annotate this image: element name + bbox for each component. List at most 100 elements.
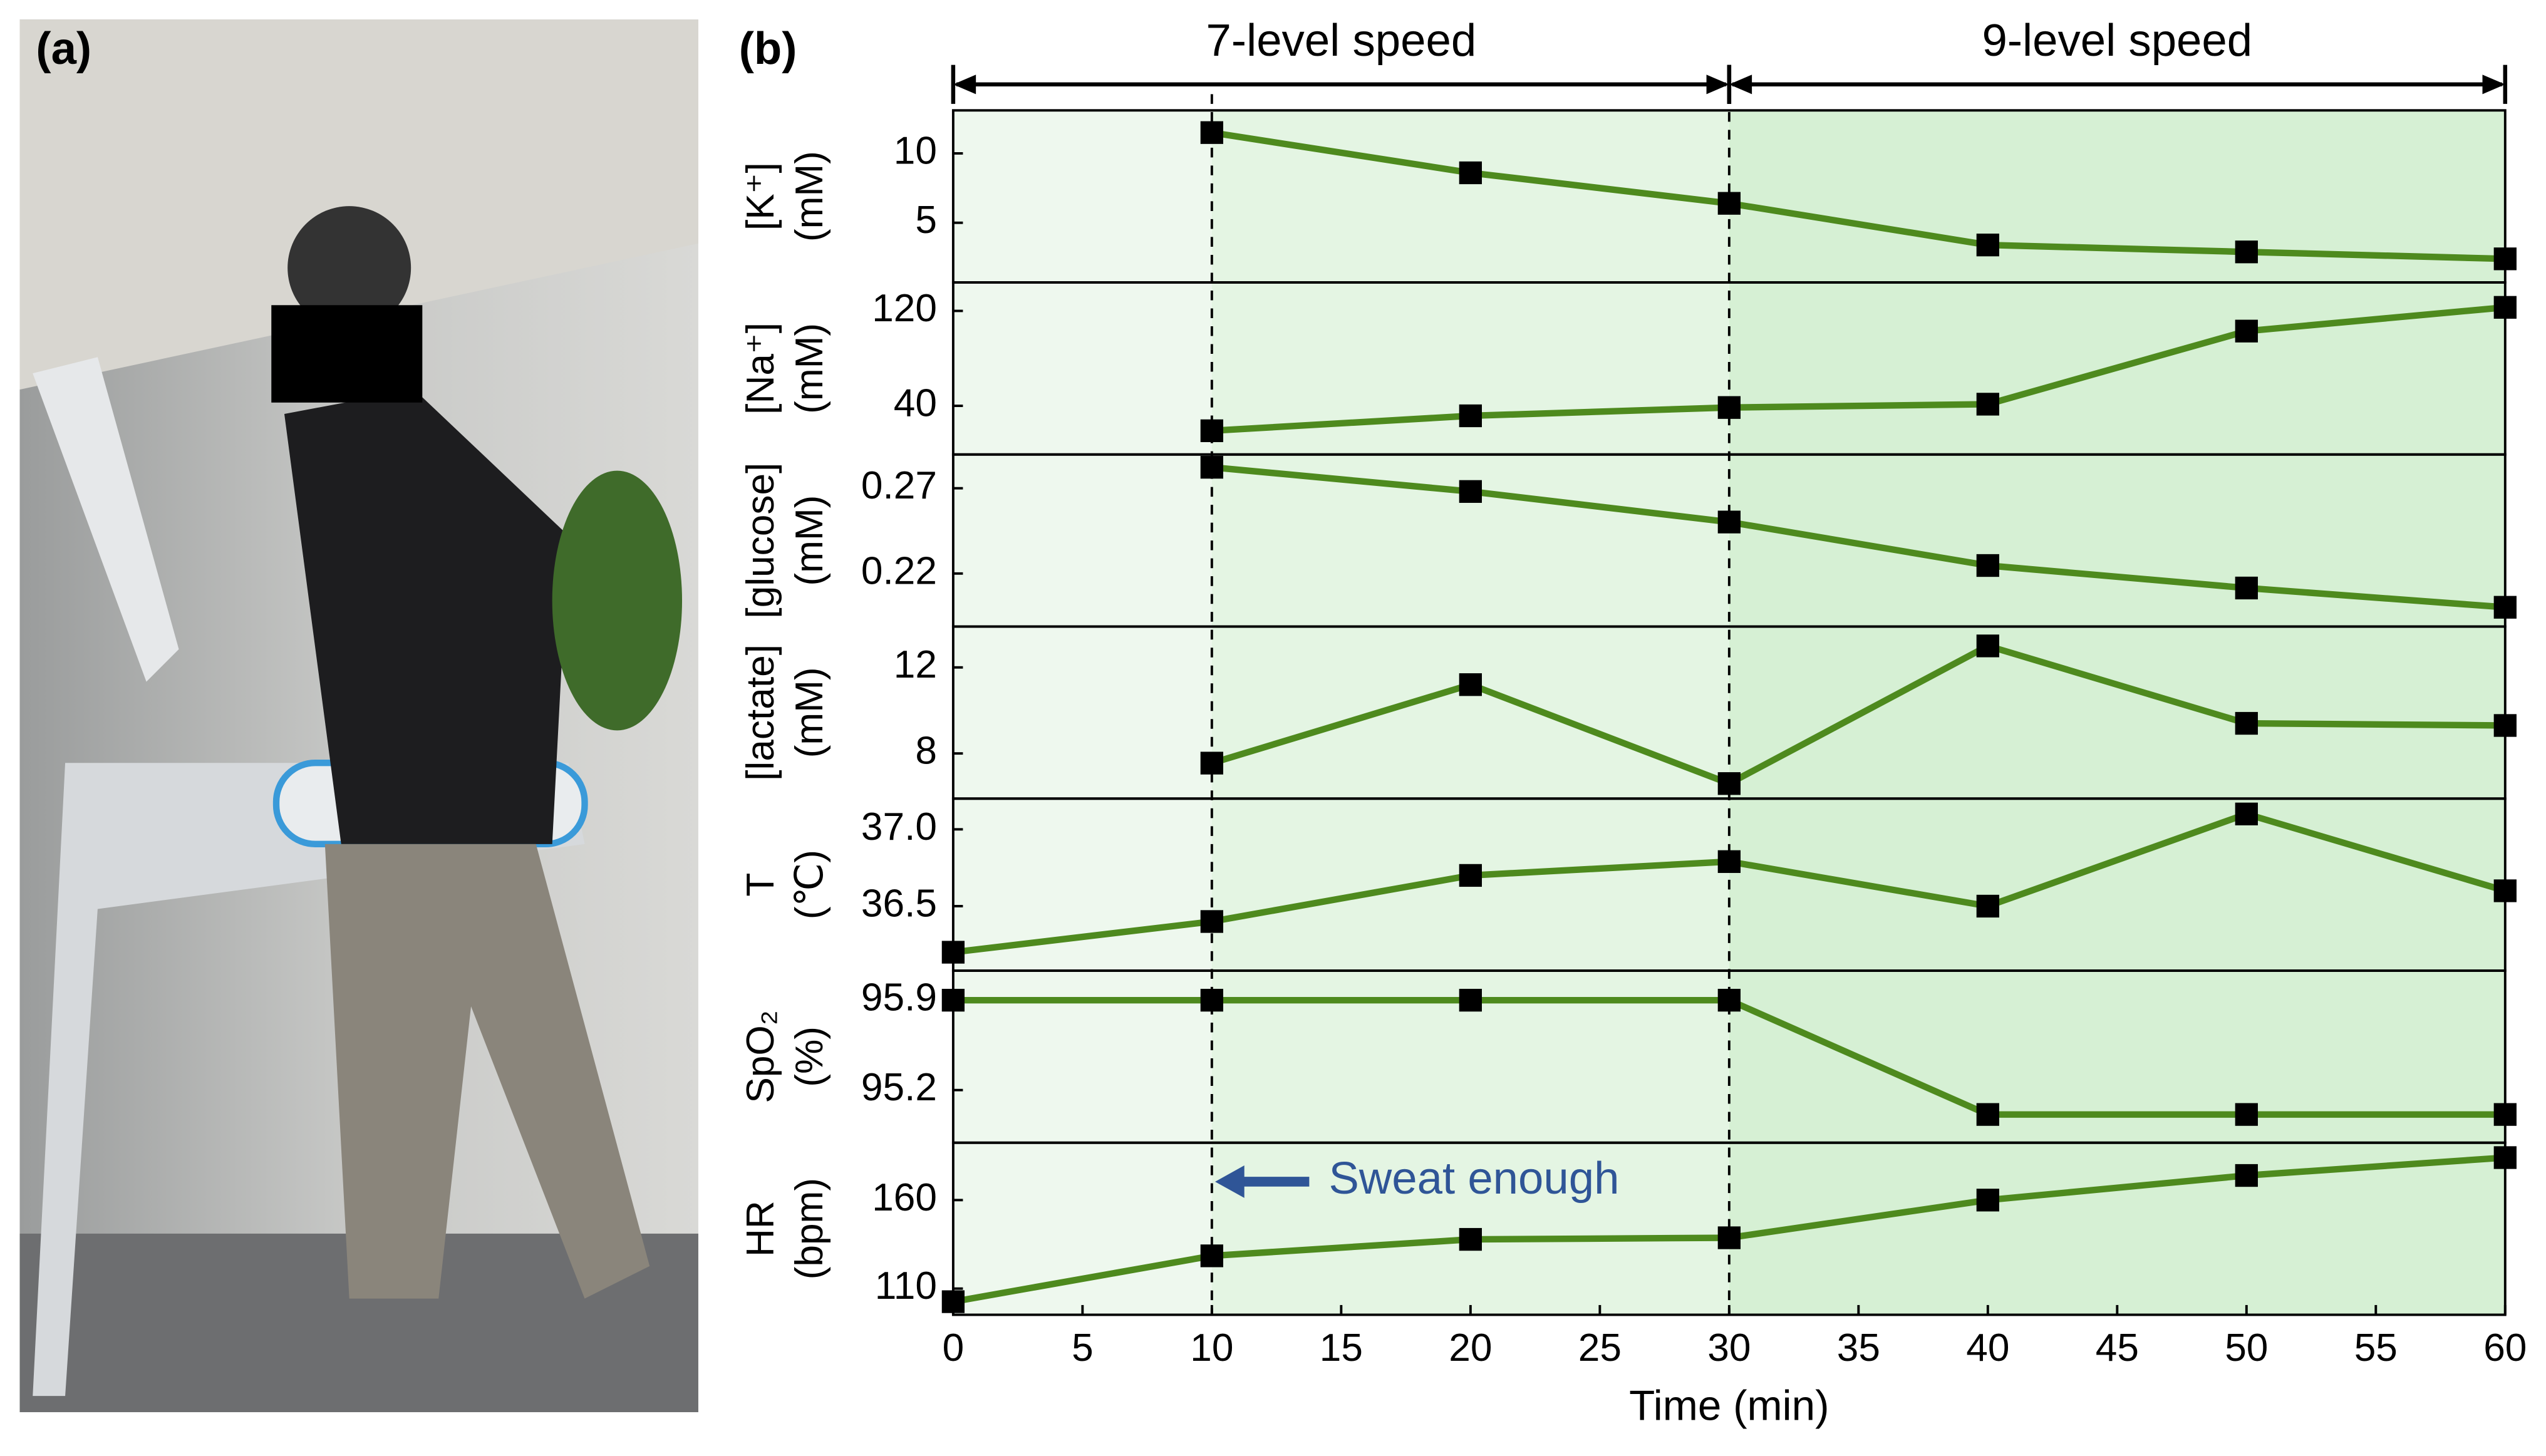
y-tick-label: 12 [894,643,937,686]
data-point [1976,393,1999,416]
y-axis-label: [K⁺] [739,162,782,230]
data-point [2235,240,2258,264]
x-tick-label: 40 [1966,1326,2009,1370]
x-tick-label: 35 [1837,1326,1880,1370]
data-point [1717,850,1741,873]
arrowhead [1729,75,1752,95]
y-tick-label: 10 [894,129,937,172]
data-point [1459,864,1483,887]
panel-label: (a) [36,23,91,74]
data-point [1459,161,1483,185]
data-point [1717,772,1741,795]
y-axis-label: [glucose] [739,463,782,619]
data-point [1976,894,1999,918]
y-tick-label: 160 [872,1176,937,1219]
x-tick-label: 10 [1190,1326,1233,1370]
data-point [1200,1244,1224,1268]
arrowhead [1706,75,1729,95]
data-point [2493,714,2517,737]
data-point [941,941,965,964]
data-point [1459,989,1483,1012]
y-tick-label: 120 [872,287,937,330]
data-point [1717,192,1741,215]
data-point [1459,404,1483,428]
y-axis-label: HR [739,1200,782,1257]
data-line [1211,642,2505,787]
y-tick-label: 0.22 [861,549,937,592]
y-axis-label: (mM) [788,495,831,586]
x-tick-label: 55 [2354,1326,2398,1370]
data-point [1976,1103,1999,1126]
data-point [2235,711,2258,735]
data-point [2235,319,2258,343]
y-tick-label: 37.0 [861,805,937,849]
data-point [941,989,965,1012]
data-point [1459,673,1483,696]
data-point [1717,989,1741,1012]
data-point [2493,1103,2517,1126]
y-axis-label: [lactate] [739,644,782,781]
data-point [2493,247,2517,271]
x-tick-label: 50 [2225,1326,2268,1370]
data-point [1200,910,1224,933]
phase-shade [953,110,1212,1315]
arrowhead [2482,75,2505,95]
data-point [1200,456,1224,479]
y-axis-label: (mM) [788,667,831,758]
data-point [1976,554,1999,577]
data-point [1459,480,1483,503]
y-axis-label: (mM) [788,151,831,242]
data-point [2493,596,2517,619]
data-point [2493,1146,2517,1169]
y-axis-label: (%) [788,1026,831,1087]
photo [19,19,698,1413]
y-tick-label: 0.27 [861,464,937,507]
data-point [1200,419,1224,442]
data-point [1976,234,1999,257]
y-axis-label: SpO₂ [739,1010,782,1103]
x-tick-label: 5 [1072,1326,1094,1370]
data-point [1717,396,1741,419]
data-point [1200,989,1224,1012]
y-tick-label: 5 [915,199,937,242]
x-axis-label: Time (min) [1629,1383,1829,1430]
phase-shade [1729,110,2505,1315]
data-point [2235,576,2258,600]
data-point [1717,510,1741,534]
x-tick-label: 30 [1707,1326,1751,1370]
data-line [1211,304,2506,435]
x-tick-label: 60 [2483,1326,2527,1370]
data-point [1200,751,1224,775]
x-tick-label: 45 [2096,1326,2139,1370]
y-tick-label: 36.5 [861,882,937,925]
y-tick-label: 95.2 [861,1066,937,1109]
data-point [2235,802,2258,825]
y-axis-label: (℃) [788,850,831,919]
data-point [1717,1226,1741,1249]
y-axis-label: [Na⁺] [739,323,782,415]
panel-label: (b) [739,23,797,74]
data-point [1459,1227,1483,1251]
x-tick-label: 0 [943,1326,965,1370]
data-point [2235,1103,2258,1126]
data-point [2493,296,2517,319]
data-line [1211,464,2506,611]
data-point [1976,1189,1999,1212]
arrowhead [1215,1165,1245,1198]
y-tick-label: 110 [875,1264,937,1308]
span-label: 9-level speed [1982,15,2253,66]
y-axis-label: (mM) [788,323,831,414]
y-axis-label: (bpm) [788,1178,831,1279]
span-label: 7-level speed [1206,15,1477,66]
x-tick-label: 15 [1320,1326,1363,1370]
y-tick-label: 8 [915,730,937,773]
arrowhead [953,75,976,95]
data-point [2493,879,2517,902]
x-tick-label: 25 [1578,1326,1622,1370]
data-point [1976,634,1999,658]
data-point [2235,1164,2258,1187]
data-line [1211,129,2505,262]
y-tick-label: 40 [894,382,937,425]
x-tick-label: 20 [1449,1326,1492,1370]
